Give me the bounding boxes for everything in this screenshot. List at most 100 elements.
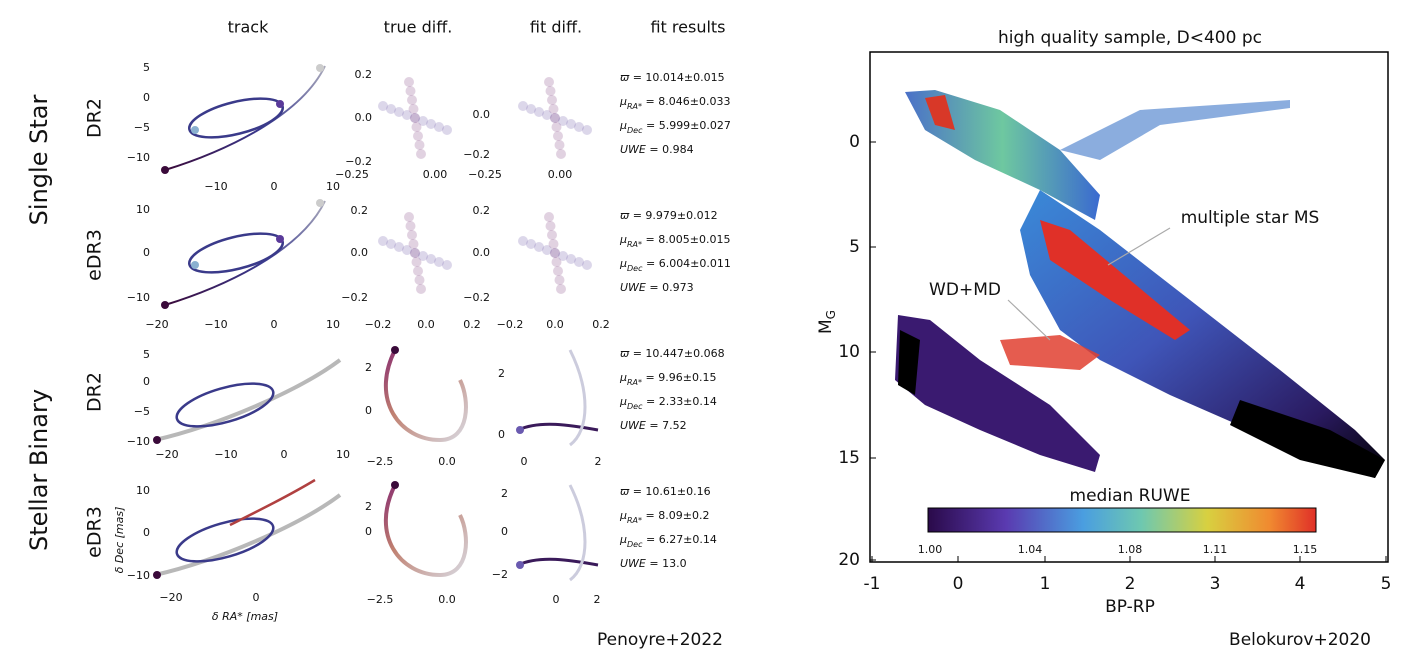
axis-label: δ RA* [mas] bbox=[212, 610, 278, 623]
x-tick-label: 0 bbox=[521, 455, 528, 468]
result-symbol: ϖ bbox=[620, 209, 630, 222]
x-tick-label: 0.0 bbox=[546, 318, 564, 331]
track-point bbox=[516, 426, 524, 434]
x-tick-label: −0.25 bbox=[335, 168, 369, 181]
result-value: = 8.005±0.015 bbox=[642, 233, 730, 246]
diff-arc bbox=[383, 484, 468, 578]
diff-point bbox=[558, 116, 568, 126]
colorbar-label: median RUWE bbox=[1070, 486, 1191, 506]
diff-point bbox=[556, 149, 566, 159]
result-symbol: μ bbox=[619, 257, 627, 270]
fit-result: ϖ = 10.61±0.16 bbox=[620, 485, 711, 498]
credit: Belokurov+2020 bbox=[1229, 630, 1371, 650]
track-loop bbox=[188, 97, 284, 139]
x-tick-label: 0 bbox=[271, 180, 278, 193]
diff-point bbox=[413, 131, 423, 141]
track-curve bbox=[164, 200, 326, 306]
diff-point bbox=[550, 113, 560, 123]
row-label: DR2 bbox=[84, 98, 106, 138]
x-tick-label: 10 bbox=[336, 448, 350, 461]
diff-point bbox=[518, 101, 528, 111]
result-symbol: μ bbox=[619, 509, 627, 522]
track-point bbox=[161, 301, 169, 309]
x-tick-label: −2.5 bbox=[367, 593, 394, 606]
track-plot bbox=[161, 199, 592, 309]
row-label: DR2 bbox=[84, 372, 106, 412]
diff-point bbox=[418, 116, 428, 126]
diff-point bbox=[553, 131, 563, 141]
diff-point bbox=[544, 77, 554, 87]
y-tick-label: −10 bbox=[127, 151, 150, 164]
x-tick-label: 0.2 bbox=[463, 318, 481, 331]
result-value: = 9.979±0.012 bbox=[629, 209, 717, 222]
diff-point bbox=[386, 239, 396, 249]
diff-point bbox=[426, 254, 436, 264]
diff-point bbox=[402, 110, 412, 120]
track-point bbox=[153, 436, 161, 444]
diff-point bbox=[411, 122, 422, 132]
y-tick-label: 2 bbox=[498, 367, 505, 380]
x-tick-label: 0 bbox=[253, 591, 260, 604]
result-value: = 0.984 bbox=[646, 143, 694, 156]
group-label: Single Star bbox=[25, 95, 53, 226]
x-tick-label: −0.2 bbox=[365, 318, 392, 331]
diff-point bbox=[574, 257, 584, 267]
diff-point bbox=[550, 113, 560, 123]
chart-title: high quality sample, D<400 pc bbox=[998, 28, 1262, 48]
x-tick-label: 0.00 bbox=[548, 168, 573, 181]
result-value: = 7.52 bbox=[646, 419, 687, 432]
y-tick-label: 20 bbox=[838, 550, 860, 570]
x-tick-label: 0 bbox=[271, 318, 278, 331]
result-value: = 8.046±0.033 bbox=[642, 95, 730, 108]
result-subscript: Dec bbox=[627, 540, 643, 549]
diff-point bbox=[526, 239, 536, 249]
x-axis-label: BP-RP bbox=[1105, 597, 1155, 617]
fit-result: UWE = 0.984 bbox=[620, 143, 694, 156]
y-tick-label: 0 bbox=[498, 428, 505, 441]
diff-point bbox=[542, 245, 552, 255]
diff-arc bbox=[517, 422, 599, 432]
diff-point bbox=[410, 113, 420, 123]
y-tick-label: 0 bbox=[143, 375, 150, 388]
x-tick-label: -1 bbox=[864, 574, 881, 594]
diff-point bbox=[416, 149, 426, 159]
y-axis-label-main: M bbox=[816, 319, 836, 334]
result-subscript: RA* bbox=[627, 102, 642, 111]
result-value: = 9.96±0.15 bbox=[642, 371, 716, 384]
y-tick-label: −5 bbox=[134, 405, 150, 418]
diff-point bbox=[405, 86, 416, 96]
track-point bbox=[276, 100, 284, 108]
diff-point bbox=[548, 239, 559, 249]
diff-point bbox=[544, 212, 554, 222]
diff-point bbox=[550, 248, 560, 258]
x-tick-label: −0.2 bbox=[497, 318, 524, 331]
result-value: = 0.973 bbox=[646, 281, 694, 294]
y-tick-label: 0 bbox=[365, 404, 372, 417]
y-tick-label: −0.2 bbox=[341, 291, 368, 304]
y-tick-label: 2 bbox=[501, 487, 508, 500]
diff-point bbox=[404, 212, 414, 222]
y-tick-label: 0 bbox=[501, 525, 508, 538]
x-tick-label: −20 bbox=[159, 591, 182, 604]
track-point bbox=[316, 64, 324, 72]
colorbar-tick-label: 1.00 bbox=[918, 543, 943, 556]
y-tick-label: 5 bbox=[143, 348, 150, 361]
y-tick-label: 15 bbox=[838, 448, 860, 468]
x-tick-label: −0.25 bbox=[468, 168, 502, 181]
diff-point bbox=[554, 275, 565, 285]
cmd-panel bbox=[869, 51, 1389, 563]
x-tick-label: 4 bbox=[1295, 574, 1306, 594]
track-loop bbox=[175, 382, 275, 428]
diff-point bbox=[548, 104, 559, 114]
y-tick-label: 0 bbox=[365, 525, 372, 538]
y-tick-label: 2 bbox=[365, 361, 372, 374]
diff-point bbox=[545, 86, 556, 96]
diff-point bbox=[404, 77, 414, 87]
result-symbol: UWE bbox=[620, 557, 646, 570]
diff-point bbox=[434, 257, 444, 267]
x-tick-label: 2 bbox=[1125, 574, 1136, 594]
x-tick-label: 0 bbox=[281, 448, 288, 461]
diff-point bbox=[402, 245, 412, 255]
fit-result: μDec = 2.33±0.14 bbox=[619, 395, 717, 411]
result-subscript: Dec bbox=[627, 402, 643, 411]
